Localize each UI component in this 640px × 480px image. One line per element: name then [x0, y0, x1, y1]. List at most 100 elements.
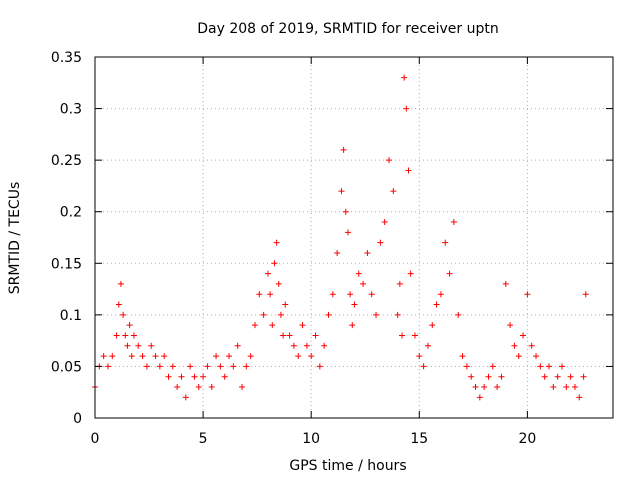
data-point: [286, 332, 293, 339]
y-tick-label: 0.25: [51, 153, 82, 169]
y-tick-label: 0.1: [60, 308, 82, 324]
data-point: [290, 342, 297, 349]
data-point: [377, 239, 384, 246]
x-tick-label: 0: [91, 431, 100, 447]
data-point: [450, 219, 457, 226]
data-point: [243, 363, 250, 370]
data-point: [200, 373, 207, 380]
data-point: [126, 322, 133, 329]
data-point: [537, 363, 544, 370]
data-point: [124, 342, 131, 349]
data-point: [152, 353, 159, 360]
data-point: [342, 208, 349, 215]
data-point: [135, 342, 142, 349]
data-point: [403, 105, 410, 112]
data-point: [407, 270, 414, 277]
data-point: [349, 322, 356, 329]
y-axis-label: SRMTID / TECUs: [7, 182, 23, 295]
data-point: [191, 373, 198, 380]
data-point: [251, 322, 258, 329]
data-point: [273, 239, 280, 246]
data-point: [275, 280, 282, 287]
data-point: [217, 363, 224, 370]
data-point: [282, 301, 289, 308]
data-point: [226, 353, 233, 360]
data-point: [267, 291, 274, 298]
data-point: [165, 373, 172, 380]
data-point: [472, 384, 479, 391]
data-point: [187, 363, 194, 370]
data-point: [442, 239, 449, 246]
data-point: [178, 373, 185, 380]
data-point: [502, 280, 509, 287]
data-point: [459, 353, 466, 360]
data-point: [115, 301, 122, 308]
data-point: [520, 332, 527, 339]
data-point: [213, 353, 220, 360]
data-point: [515, 353, 522, 360]
data-point: [394, 311, 401, 318]
data-point: [576, 394, 583, 401]
data-point: [580, 373, 587, 380]
data-point: [334, 249, 341, 256]
data-point: [299, 322, 306, 329]
data-point: [437, 291, 444, 298]
data-point: [148, 342, 155, 349]
data-point: [195, 384, 202, 391]
data-point: [204, 363, 211, 370]
plot-border: [94, 56, 614, 419]
data-point: [347, 291, 354, 298]
data-point: [563, 384, 570, 391]
data-point: [355, 270, 362, 277]
data-point: [117, 280, 124, 287]
data-point: [120, 311, 127, 318]
data-point: [344, 229, 351, 236]
data-point: [373, 311, 380, 318]
data-point: [308, 353, 315, 360]
data-point: [360, 280, 367, 287]
data-point: [463, 363, 470, 370]
data-point: [312, 332, 319, 339]
data-point: [546, 363, 553, 370]
data-point: [271, 260, 278, 267]
data-point: [277, 311, 284, 318]
data-point: [416, 353, 423, 360]
plot-frame: [94, 56, 614, 419]
data-point: [541, 373, 548, 380]
data-point: [130, 332, 137, 339]
data-point: [351, 301, 358, 308]
data-point: [340, 146, 347, 153]
data-point: [405, 167, 412, 174]
data-point: [239, 384, 246, 391]
data-point: [446, 270, 453, 277]
data-point: [481, 384, 488, 391]
data-point: [433, 301, 440, 308]
data-point: [221, 373, 228, 380]
data-point: [511, 342, 518, 349]
data-point: [498, 373, 505, 380]
y-tick-label: 0.15: [51, 256, 82, 272]
data-point: [113, 332, 120, 339]
y-tick-label: 0.2: [60, 205, 82, 221]
chart-title: Day 208 of 2019, SRMTID for receiver upt…: [197, 21, 499, 37]
data-point: [182, 394, 189, 401]
y-tick-label: 0.35: [51, 50, 82, 66]
data-point: [567, 373, 574, 380]
data-point: [468, 373, 475, 380]
data-point: [260, 311, 267, 318]
data-point: [161, 353, 168, 360]
axis-ticks: 0 5 10 15 20 0 0.05 0.1 0.15 0.2 0.25 0.3 0.35: [51, 50, 613, 447]
data-point: [247, 353, 254, 360]
data-point: [524, 291, 531, 298]
data-point: [396, 280, 403, 287]
data-point: [109, 353, 116, 360]
y-tick-label: 0.3: [60, 102, 82, 118]
data-point: [386, 157, 393, 164]
y-tick-label: 0.05: [51, 359, 82, 375]
data-point: [533, 353, 540, 360]
data-point: [208, 384, 215, 391]
data-point: [256, 291, 263, 298]
data-point: [329, 291, 336, 298]
data-point: [401, 74, 408, 81]
data-point: [455, 311, 462, 318]
